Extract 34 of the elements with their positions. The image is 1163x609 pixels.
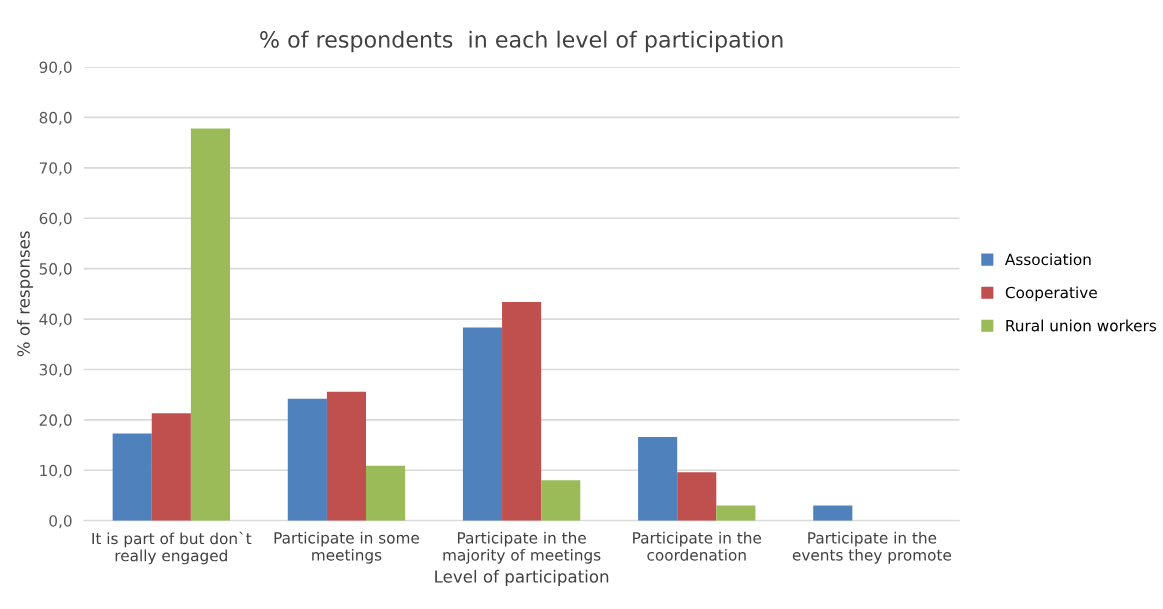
y-tick-label: 0,0 [49,515,72,529]
bar [190,128,230,521]
bar [326,391,367,521]
bar [638,437,678,521]
x-tick-label: Participate in the events they promote [792,531,952,564]
y-tick-label: 90,0 [39,61,72,75]
y-tick-label: 60,0 [39,212,72,226]
bar [366,465,406,521]
legend-label: Cooperative [1005,286,1097,302]
x-tick-label: Participate in the majority of meetings [443,531,601,564]
legend-label: Association [1005,253,1091,266]
y-tick-label: 70,0 [39,162,72,176]
y-tick-label: 80,0 [39,111,72,125]
legend-label: Rural union workers [1006,319,1157,332]
bar [541,480,581,521]
y-tick-label: 40,0 [39,313,72,327]
bar [813,505,853,521]
y-tick-label: 50,0 [39,263,72,277]
bar [287,398,327,521]
bar [502,301,542,521]
bar [112,433,152,521]
x-tick-label: Participate in some meetings [274,531,420,564]
y-axis-title: % of responses [16,231,34,357]
y-tick-label: 20,0 [39,414,72,428]
y-tick-label: 30,0 [39,363,72,378]
chart-title: % of respondents in each level of participation [260,30,783,53]
bar [151,413,191,521]
x-axis-title: Level of participation [435,569,609,586]
bar [716,505,756,521]
bar [677,472,717,521]
x-tick-label: It is part of but don`t really engaged [92,531,252,565]
bar [462,327,503,521]
x-tick-label: Participate in the coordenation [633,531,762,561]
y-tick-label: 10,0 [40,464,72,478]
